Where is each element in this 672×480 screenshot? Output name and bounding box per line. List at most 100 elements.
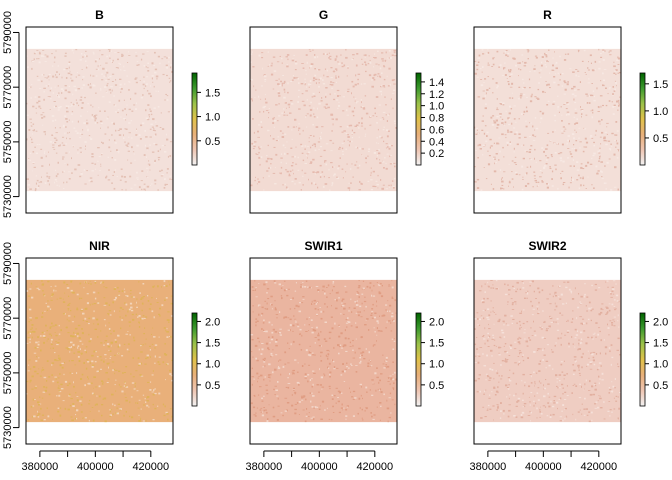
raster-pixel xyxy=(82,56,84,58)
raster-pixel xyxy=(588,420,591,423)
raster-pixel xyxy=(348,125,350,127)
raster-pixel xyxy=(42,112,45,114)
raster-pixel xyxy=(275,354,278,356)
raster-pixel xyxy=(105,80,108,82)
raster-pixel xyxy=(97,147,100,149)
raster-pixel xyxy=(271,331,274,334)
raster-pixel xyxy=(305,115,307,117)
raster-pixel xyxy=(479,68,482,70)
raster-pixel xyxy=(334,299,336,301)
raster-pixel xyxy=(62,158,64,160)
raster-pixel xyxy=(51,134,54,136)
raster-pixel xyxy=(508,69,510,71)
raster-pixel xyxy=(294,408,297,411)
raster-pixel xyxy=(600,307,603,310)
raster-pixel xyxy=(88,135,91,137)
raster-pixel xyxy=(255,321,257,324)
raster-pixel xyxy=(30,136,32,138)
raster-pixel xyxy=(380,136,383,139)
raster-pixel xyxy=(355,322,357,324)
raster-pixel xyxy=(252,406,256,409)
raster-pixel xyxy=(261,52,264,54)
raster-pixel xyxy=(350,363,352,365)
raster-pixel xyxy=(291,156,295,158)
raster-pixel xyxy=(296,77,299,79)
raster-pixel xyxy=(564,102,566,105)
raster-pixel xyxy=(149,345,151,347)
raster-pixel xyxy=(268,363,271,366)
raster-pixel xyxy=(125,314,127,317)
raster-pixel xyxy=(524,150,527,152)
raster-pixel xyxy=(105,324,107,327)
raster-pixel xyxy=(139,138,142,140)
raster-pixel xyxy=(285,169,288,171)
raster-pixel xyxy=(306,86,307,88)
raster-pixel xyxy=(591,336,593,339)
raster-pixel xyxy=(42,367,44,369)
raster-pixel xyxy=(148,308,151,310)
raster-pixel xyxy=(27,188,30,190)
raster-pixel xyxy=(146,356,149,359)
raster-pixel xyxy=(334,68,338,70)
raster-pixel xyxy=(31,327,33,329)
raster-pixel xyxy=(328,52,330,54)
raster-pixel xyxy=(108,322,110,324)
raster-pixel xyxy=(597,111,600,112)
raster-pixel xyxy=(382,184,385,186)
raster-pixel xyxy=(374,112,376,115)
raster-pixel xyxy=(120,168,123,170)
raster-pixel xyxy=(477,378,480,380)
legend-colorbar: 0.20.40.60.81.01.21.4 xyxy=(415,72,444,166)
raster-pixel xyxy=(143,80,145,83)
raster-pixel xyxy=(338,148,341,150)
raster-pixel xyxy=(36,144,38,145)
raster-pixel xyxy=(530,411,532,414)
raster-pixel xyxy=(547,383,550,385)
raster-pixel xyxy=(325,143,329,145)
raster-pixel xyxy=(137,316,139,318)
raster-pixel xyxy=(513,105,516,107)
raster-pixel xyxy=(157,90,160,92)
raster-pixel xyxy=(30,282,32,285)
raster-pixel xyxy=(599,136,602,138)
raster-pixel xyxy=(530,159,533,161)
raster-pixel xyxy=(31,170,33,172)
raster-pixel xyxy=(267,376,271,379)
raster-pixel xyxy=(474,343,477,346)
raster-pixel xyxy=(358,127,360,129)
raster-pixel xyxy=(83,287,85,289)
raster-pixel xyxy=(508,163,510,165)
raster-pixel xyxy=(614,186,617,188)
raster-pixel xyxy=(591,419,593,421)
raster-pixel xyxy=(77,356,80,358)
raster-pixel xyxy=(492,310,494,313)
raster-pixel xyxy=(485,389,487,391)
raster-pixel xyxy=(504,121,507,124)
raster-pixel xyxy=(318,408,321,410)
raster-pixel xyxy=(560,363,563,366)
raster-pixel xyxy=(292,369,295,371)
raster-pixel xyxy=(499,169,502,171)
raster-pixel xyxy=(530,300,532,303)
raster-pixel xyxy=(309,352,312,354)
raster-pixel xyxy=(94,361,97,363)
raster-pixel xyxy=(336,69,338,72)
raster-pixel xyxy=(366,285,369,288)
raster-pixel xyxy=(611,392,613,394)
raster-pixel xyxy=(343,303,347,305)
raster-pixel xyxy=(324,292,326,295)
raster-pixel xyxy=(495,161,497,163)
raster-pixel xyxy=(537,181,540,183)
raster-pixel xyxy=(350,298,352,301)
raster-pixel xyxy=(487,150,489,152)
raster-pixel xyxy=(619,96,621,98)
raster-pixel xyxy=(566,320,567,322)
raster-pixel xyxy=(503,67,506,69)
raster-pixel xyxy=(393,83,396,85)
raster-pixel xyxy=(500,402,502,404)
raster-pixel xyxy=(545,66,547,68)
raster-pixel xyxy=(149,136,152,138)
raster-pixel xyxy=(617,109,619,111)
raster-pixel xyxy=(260,353,263,355)
raster-pixel xyxy=(36,75,39,77)
